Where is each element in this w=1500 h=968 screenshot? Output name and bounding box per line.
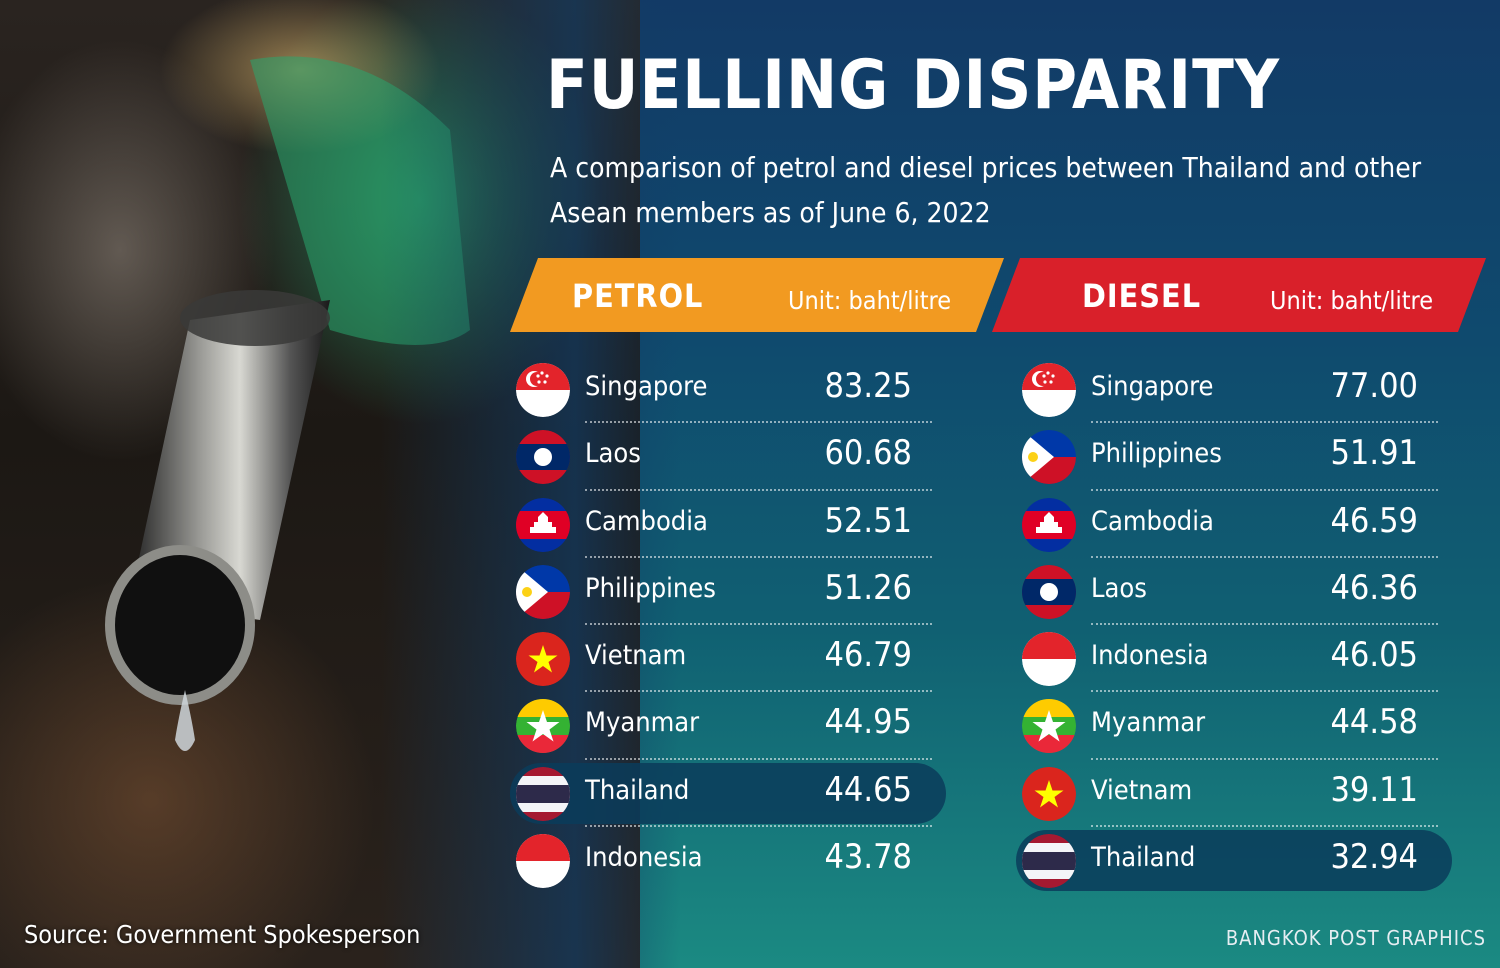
country-name: Laos [1091,572,1147,604]
flag-id-icon [1022,632,1076,687]
row-divider [585,488,932,491]
row-divider [1091,690,1438,693]
row-divider [585,690,932,693]
flag-vn-icon [516,632,570,687]
table-row: Thailand 32.94 [1016,827,1486,894]
diesel-banner: DIESEL Unit: baht/litre [992,258,1486,332]
table-row: Cambodia 46.59 [1016,491,1486,558]
table-row: Vietnam 39.11 [1016,760,1486,828]
table-row: Myanmar 44.58 [1016,692,1486,760]
flag-id-icon [516,834,570,889]
table-row: Singapore 83.25 [510,356,980,424]
price-value: 51.26 [824,567,912,608]
flag-vn-icon [1022,766,1076,821]
row-divider [585,623,932,626]
chart-subtitle: A comparison of petrol and diesel prices… [550,151,1422,229]
flag-th-icon [516,766,570,821]
flag-kh-icon [516,497,570,552]
country-name: Singapore [585,371,708,402]
country-name: Singapore [1091,371,1214,402]
table-row: Vietnam 46.79 [510,625,980,693]
flag-sg-icon [1022,363,1076,417]
price-value: 46.36 [1330,567,1418,608]
country-name: Philippines [1091,438,1222,470]
price-value: 46.79 [824,635,912,676]
country-name: Vietnam [585,640,687,672]
country-name: Myanmar [585,707,700,739]
petrol-unit: Unit: baht/litre [788,286,952,315]
row-divider [1091,825,1438,828]
table-row: Indonesia 46.05 [1016,625,1486,693]
chart-title: FUELLING DISPARITY [546,46,1281,125]
flag-mm-icon [1022,699,1076,754]
row-divider [1091,623,1438,626]
row-divider [1091,757,1438,760]
petrol-price-table: Singapore 83.25 Laos 60.68 Cambodia 52.51 Phil… [510,356,980,894]
country-name: Thailand [1091,842,1196,874]
row-divider [585,555,932,558]
price-value: 44.65 [824,769,912,810]
price-value: 43.78 [824,837,912,878]
source-note: Source: Government Spokesperson [24,920,421,949]
row-divider [585,421,932,424]
graphics-credit: BANGKOK POST GRAPHICS [1225,926,1486,950]
country-name: Indonesia [1091,640,1209,672]
price-value: 32.94 [1330,837,1418,878]
country-name: Laos [585,438,641,470]
country-name: Myanmar [1091,707,1206,739]
table-row: Philippines 51.26 [510,558,980,626]
row-divider [1091,488,1438,491]
row-divider [585,757,932,760]
flag-kh-icon [1022,497,1076,552]
flag-la-icon [516,430,570,485]
table-row: Indonesia 43.78 [510,827,980,894]
table-row: Myanmar 44.95 [510,692,980,760]
flag-sg-icon [516,363,570,417]
flag-ph-icon [1022,430,1076,485]
row-divider [1091,421,1438,424]
price-value: 44.95 [824,702,912,743]
price-value: 46.59 [1330,500,1418,541]
table-row: Laos 46.36 [1016,558,1486,626]
country-name: Cambodia [585,505,708,537]
table-row: Cambodia 52.51 [510,491,980,558]
petrol-label: PETROL [572,277,704,315]
price-value: 44.58 [1330,702,1418,743]
flag-mm-icon [516,699,570,754]
price-value: 52.51 [824,500,912,541]
country-name: Vietnam [1091,774,1193,806]
petrol-banner: PETROL Unit: baht/litre [510,258,1004,332]
flag-la-icon [1022,564,1076,619]
table-row: Philippines 51.91 [1016,423,1486,491]
price-value: 77.00 [1330,366,1418,406]
country-name: Indonesia [585,842,703,874]
flag-th-icon [1022,834,1076,889]
price-value: 60.68 [824,433,912,474]
price-value: 51.91 [1330,433,1418,474]
table-row: Singapore 77.00 [1016,356,1486,424]
diesel-label: DIESEL [1082,277,1202,315]
diesel-price-table: Singapore 77.00 Philippines 51.91 Cambodia 46… [1016,356,1486,894]
price-value: 46.05 [1330,635,1418,676]
row-divider [585,825,932,828]
price-value: 83.25 [824,366,912,406]
country-name: Thailand [585,774,690,806]
country-name: Philippines [585,572,716,604]
table-row: Laos 60.68 [510,423,980,491]
row-divider [1091,555,1438,558]
price-value: 39.11 [1330,769,1418,810]
table-row: Thailand 44.65 [510,760,980,828]
flag-ph-icon [516,564,570,619]
country-name: Cambodia [1091,505,1214,537]
diesel-unit: Unit: baht/litre [1270,286,1434,315]
